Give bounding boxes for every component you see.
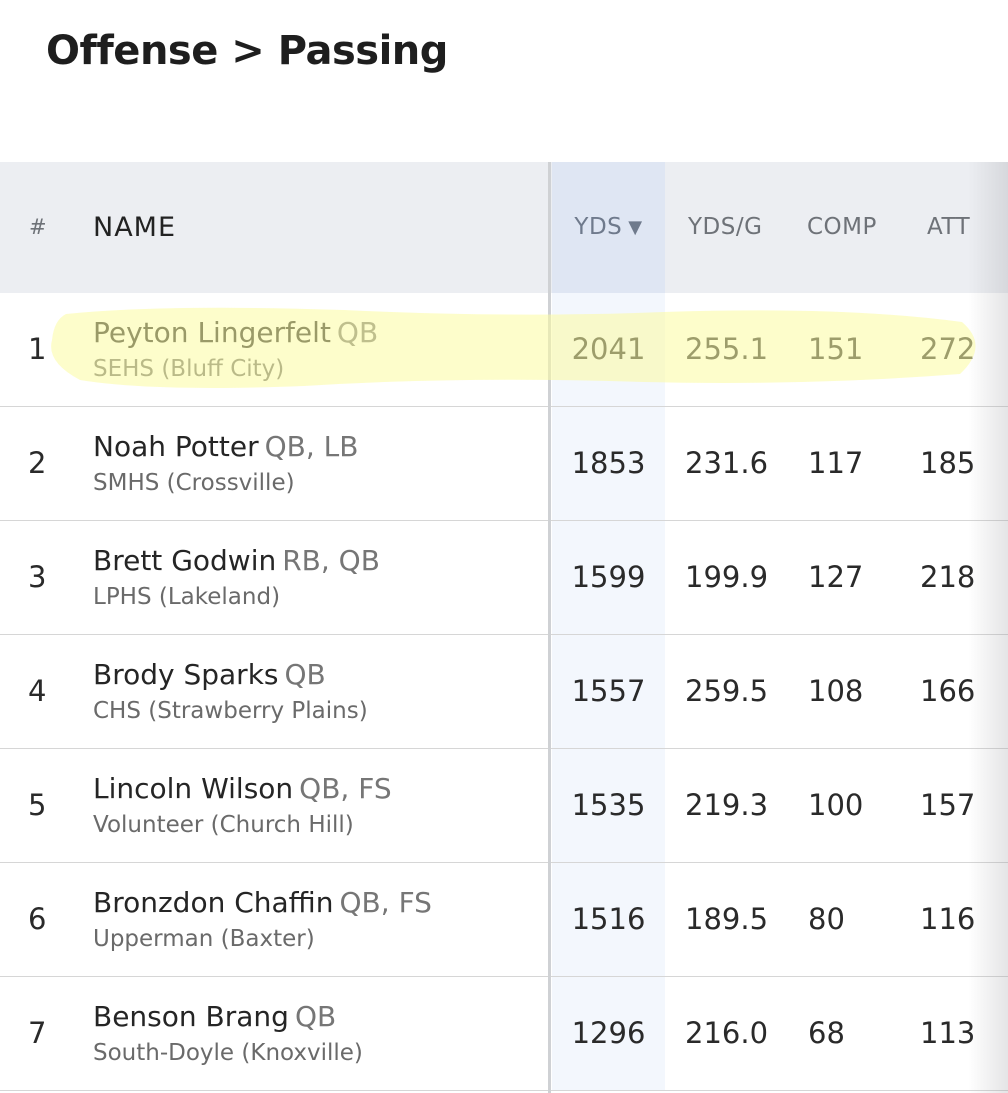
player-cell: Peyton Lingerfelt QB SEHS (Bluff City) xyxy=(93,315,378,387)
player-cell: Noah Potter QB, LB SMHS (Crossville) xyxy=(93,429,358,501)
player-line: Noah Potter QB, LB xyxy=(93,429,358,465)
yds-per-game-cell: 255.1 xyxy=(685,332,769,366)
table-row[interactable]: 7 Benson Brang QB South-Doyle (Knoxville) 12… xyxy=(0,977,1008,1091)
header-yds-per-game[interactable]: YDS/G xyxy=(688,214,763,240)
table-body: 1 Peyton Lingerfelt QB SEHS (Bluff City) 204… xyxy=(0,293,1008,1091)
header-att[interactable]: ATT xyxy=(927,214,971,240)
player-position: QB, FS xyxy=(299,772,392,805)
header-comp[interactable]: COMP xyxy=(807,214,877,240)
player-cell: Brody Sparks QB CHS (Strawberry Plains) xyxy=(93,657,368,729)
player-line: Lincoln Wilson QB, FS xyxy=(93,771,392,807)
rank-cell: 3 xyxy=(28,560,47,594)
player-position: QB xyxy=(336,316,379,349)
player-position: QB, FS xyxy=(339,886,432,919)
passing-stats-table: # NAME YDS ▼ YDS/G COMP ATT 1 Peyton Linge… xyxy=(0,162,1008,1091)
team-name: CHS (Strawberry Plains) xyxy=(93,698,368,724)
player-position: RB, QB xyxy=(282,544,380,577)
header-yds[interactable]: YDS ▼ xyxy=(552,162,665,293)
yds-per-game-cell: 219.3 xyxy=(685,788,769,822)
table-row[interactable]: 6 Bronzdon Chaffin QB, FS Upperman (Baxter)… xyxy=(0,863,1008,977)
team-name: LPHS (Lakeland) xyxy=(93,584,281,610)
comp-cell: 127 xyxy=(808,560,864,594)
comp-cell: 117 xyxy=(808,446,864,480)
yds-per-game-cell: 189.5 xyxy=(685,902,769,936)
yds-cell: 1599 xyxy=(552,521,665,634)
yds-cell: 1535 xyxy=(552,749,665,862)
player-line: Peyton Lingerfelt QB xyxy=(93,315,378,351)
att-cell: 185 xyxy=(920,446,976,480)
header-rank[interactable]: # xyxy=(29,215,48,239)
rank-cell: 4 xyxy=(28,674,47,708)
player-name-link[interactable]: Brody Sparks xyxy=(93,658,279,691)
team-name: SMHS (Crossville) xyxy=(93,470,295,496)
yds-cell: 1516 xyxy=(552,863,665,976)
comp-cell: 108 xyxy=(808,674,864,708)
player-cell: Brett Godwin RB, QB LPHS (Lakeland) xyxy=(93,543,380,615)
sort-descending-icon: ▼ xyxy=(628,217,643,238)
team-name: Volunteer (Church Hill) xyxy=(93,812,354,838)
player-name-link[interactable]: Brett Godwin xyxy=(93,544,277,577)
player-name-link[interactable]: Lincoln Wilson xyxy=(93,772,294,805)
player-line: Brett Godwin RB, QB xyxy=(93,543,380,579)
player-line: Bronzdon Chaffin QB, FS xyxy=(93,885,432,921)
att-cell: 272 xyxy=(920,332,976,366)
rank-cell: 6 xyxy=(28,902,47,936)
player-position: QB, LB xyxy=(264,430,359,463)
yds-per-game-cell: 231.6 xyxy=(685,446,769,480)
yds-cell: 2041 xyxy=(552,293,665,406)
comp-cell: 80 xyxy=(808,902,845,936)
header-yds-label: YDS xyxy=(574,214,623,240)
att-cell: 157 xyxy=(920,788,976,822)
player-line: Brody Sparks QB xyxy=(93,657,368,693)
rank-cell: 1 xyxy=(28,332,47,366)
player-name-link[interactable]: Benson Brang xyxy=(93,1000,289,1033)
table-row[interactable]: 2 Noah Potter QB, LB SMHS (Crossville) 1853 2… xyxy=(0,407,1008,521)
rank-cell: 5 xyxy=(28,788,47,822)
player-position: QB xyxy=(284,658,326,691)
yds-per-game-cell: 259.5 xyxy=(685,674,769,708)
yds-cell: 1557 xyxy=(552,635,665,748)
player-cell: Bronzdon Chaffin QB, FS Upperman (Baxter) xyxy=(93,885,432,957)
att-cell: 113 xyxy=(920,1016,976,1050)
table-row[interactable]: 3 Brett Godwin RB, QB LPHS (Lakeland) 1599 19… xyxy=(0,521,1008,635)
yds-cell: 1296 xyxy=(552,977,665,1090)
yds-per-game-cell: 199.9 xyxy=(685,560,769,594)
team-name: Upperman (Baxter) xyxy=(93,926,315,952)
yds-per-game-cell: 216.0 xyxy=(685,1016,769,1050)
player-name-link[interactable]: Bronzdon Chaffin xyxy=(93,886,334,919)
table-row[interactable]: 4 Brody Sparks QB CHS (Strawberry Plains) 15… xyxy=(0,635,1008,749)
header-name[interactable]: NAME xyxy=(93,212,177,243)
comp-cell: 100 xyxy=(808,788,864,822)
table-header-row: # NAME YDS ▼ YDS/G COMP ATT xyxy=(0,162,1008,293)
rank-cell: 7 xyxy=(28,1016,47,1050)
player-position: QB xyxy=(294,1000,337,1033)
player-line: Benson Brang QB xyxy=(93,999,363,1035)
player-cell: Lincoln Wilson QB, FS Volunteer (Church Hi… xyxy=(93,771,392,843)
att-cell: 116 xyxy=(920,902,976,936)
comp-cell: 151 xyxy=(808,332,864,366)
player-cell: Benson Brang QB South-Doyle (Knoxville) xyxy=(93,999,363,1071)
player-name-link[interactable]: Noah Potter xyxy=(93,430,259,463)
att-cell: 218 xyxy=(920,560,976,594)
team-name: SEHS (Bluff City) xyxy=(93,356,285,382)
team-name: South-Doyle (Knoxville) xyxy=(93,1040,363,1066)
page-title: Offense > Passing xyxy=(46,28,448,74)
comp-cell: 68 xyxy=(808,1016,845,1050)
column-divider xyxy=(548,162,551,1093)
table-row[interactable]: 1 Peyton Lingerfelt QB SEHS (Bluff City) 204… xyxy=(0,293,1008,407)
yds-cell: 1853 xyxy=(552,407,665,520)
player-name-link[interactable]: Peyton Lingerfelt xyxy=(93,316,331,349)
table-row[interactable]: 5 Lincoln Wilson QB, FS Volunteer (Church H… xyxy=(0,749,1008,863)
att-cell: 166 xyxy=(920,674,976,708)
rank-cell: 2 xyxy=(28,446,47,480)
